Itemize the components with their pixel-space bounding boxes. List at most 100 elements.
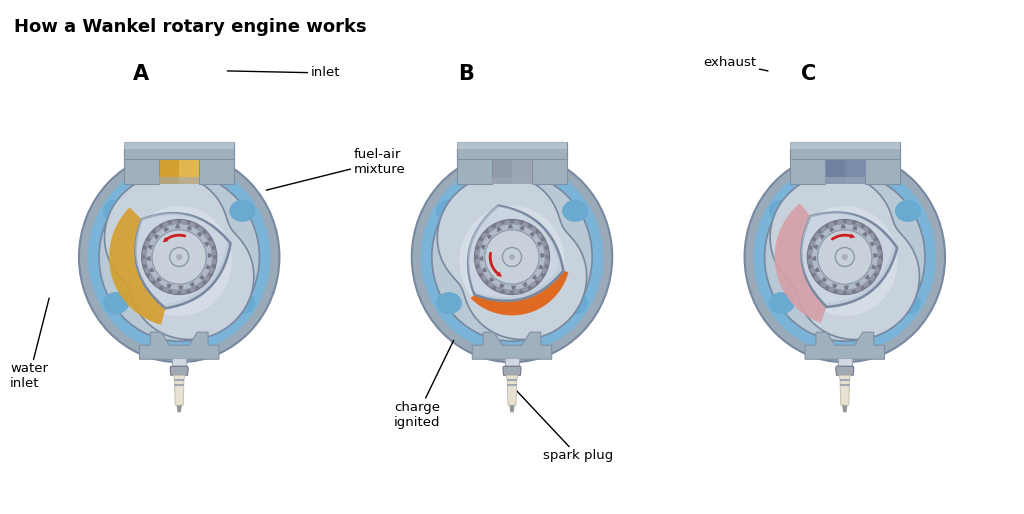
Polygon shape	[145, 236, 151, 241]
Polygon shape	[833, 289, 838, 294]
Polygon shape	[125, 149, 159, 184]
Polygon shape	[833, 220, 838, 225]
Polygon shape	[125, 142, 233, 149]
Polygon shape	[175, 224, 180, 229]
Ellipse shape	[895, 292, 921, 314]
Polygon shape	[824, 142, 865, 184]
Polygon shape	[164, 227, 169, 232]
Polygon shape	[811, 273, 816, 278]
Polygon shape	[141, 254, 145, 260]
Polygon shape	[505, 358, 519, 366]
Polygon shape	[468, 206, 563, 301]
Polygon shape	[458, 149, 492, 184]
Polygon shape	[813, 245, 818, 250]
Polygon shape	[545, 245, 549, 250]
Polygon shape	[852, 220, 857, 225]
Polygon shape	[529, 232, 535, 237]
Polygon shape	[135, 213, 226, 304]
Text: spark plug: spark plug	[515, 389, 613, 463]
Polygon shape	[490, 286, 496, 291]
Polygon shape	[478, 236, 483, 241]
Polygon shape	[167, 289, 172, 294]
Polygon shape	[507, 384, 517, 386]
Polygon shape	[146, 256, 151, 261]
Polygon shape	[838, 358, 852, 366]
Polygon shape	[879, 254, 883, 260]
Polygon shape	[142, 264, 146, 269]
Polygon shape	[812, 256, 816, 261]
Polygon shape	[868, 280, 873, 285]
Polygon shape	[200, 149, 233, 184]
Polygon shape	[541, 253, 545, 258]
Polygon shape	[791, 142, 899, 149]
Circle shape	[141, 219, 217, 295]
Polygon shape	[483, 229, 488, 234]
Polygon shape	[173, 375, 185, 406]
Polygon shape	[151, 280, 156, 285]
Polygon shape	[506, 375, 518, 406]
Text: exhaust: exhaust	[703, 56, 768, 71]
Polygon shape	[862, 232, 867, 237]
Polygon shape	[509, 219, 515, 223]
Polygon shape	[479, 256, 483, 261]
Polygon shape	[186, 289, 191, 294]
Ellipse shape	[127, 206, 231, 316]
Polygon shape	[483, 280, 488, 285]
Polygon shape	[816, 280, 821, 285]
Polygon shape	[167, 283, 172, 288]
Polygon shape	[873, 273, 879, 278]
Polygon shape	[868, 229, 873, 234]
Polygon shape	[842, 291, 848, 295]
Polygon shape	[801, 212, 893, 303]
Polygon shape	[819, 234, 825, 240]
Polygon shape	[815, 267, 820, 272]
Polygon shape	[204, 242, 209, 247]
Polygon shape	[142, 245, 146, 250]
Ellipse shape	[744, 152, 945, 362]
Polygon shape	[845, 142, 865, 184]
Ellipse shape	[103, 292, 129, 314]
Circle shape	[474, 219, 550, 295]
Polygon shape	[808, 264, 812, 269]
Polygon shape	[852, 226, 857, 231]
Polygon shape	[186, 226, 191, 231]
Polygon shape	[159, 177, 200, 184]
Polygon shape	[492, 142, 532, 184]
Ellipse shape	[562, 292, 588, 314]
Circle shape	[807, 219, 883, 295]
Polygon shape	[869, 242, 874, 247]
Ellipse shape	[562, 200, 588, 222]
Polygon shape	[203, 229, 208, 234]
Ellipse shape	[769, 200, 795, 222]
Polygon shape	[878, 264, 882, 269]
Polygon shape	[528, 223, 534, 228]
Polygon shape	[208, 236, 213, 241]
Ellipse shape	[432, 173, 592, 341]
Polygon shape	[174, 384, 184, 386]
Polygon shape	[864, 274, 870, 280]
Polygon shape	[842, 406, 848, 412]
Polygon shape	[437, 175, 587, 339]
Polygon shape	[158, 286, 163, 291]
Polygon shape	[519, 289, 524, 294]
Polygon shape	[163, 237, 168, 242]
Polygon shape	[770, 175, 920, 339]
Polygon shape	[541, 273, 546, 278]
Polygon shape	[145, 273, 151, 278]
Polygon shape	[509, 406, 515, 412]
Polygon shape	[823, 286, 828, 291]
Text: charge
ignited: charge ignited	[394, 340, 454, 429]
Ellipse shape	[769, 292, 795, 314]
Polygon shape	[197, 232, 202, 237]
Text: water
inlet: water inlet	[10, 298, 49, 390]
Polygon shape	[176, 406, 182, 412]
Polygon shape	[509, 291, 515, 295]
Polygon shape	[172, 358, 186, 366]
Text: inlet: inlet	[227, 66, 340, 80]
Polygon shape	[511, 285, 516, 290]
Polygon shape	[189, 282, 195, 287]
Text: C: C	[802, 64, 816, 84]
Polygon shape	[497, 227, 502, 232]
Polygon shape	[823, 223, 828, 228]
Polygon shape	[154, 234, 160, 240]
